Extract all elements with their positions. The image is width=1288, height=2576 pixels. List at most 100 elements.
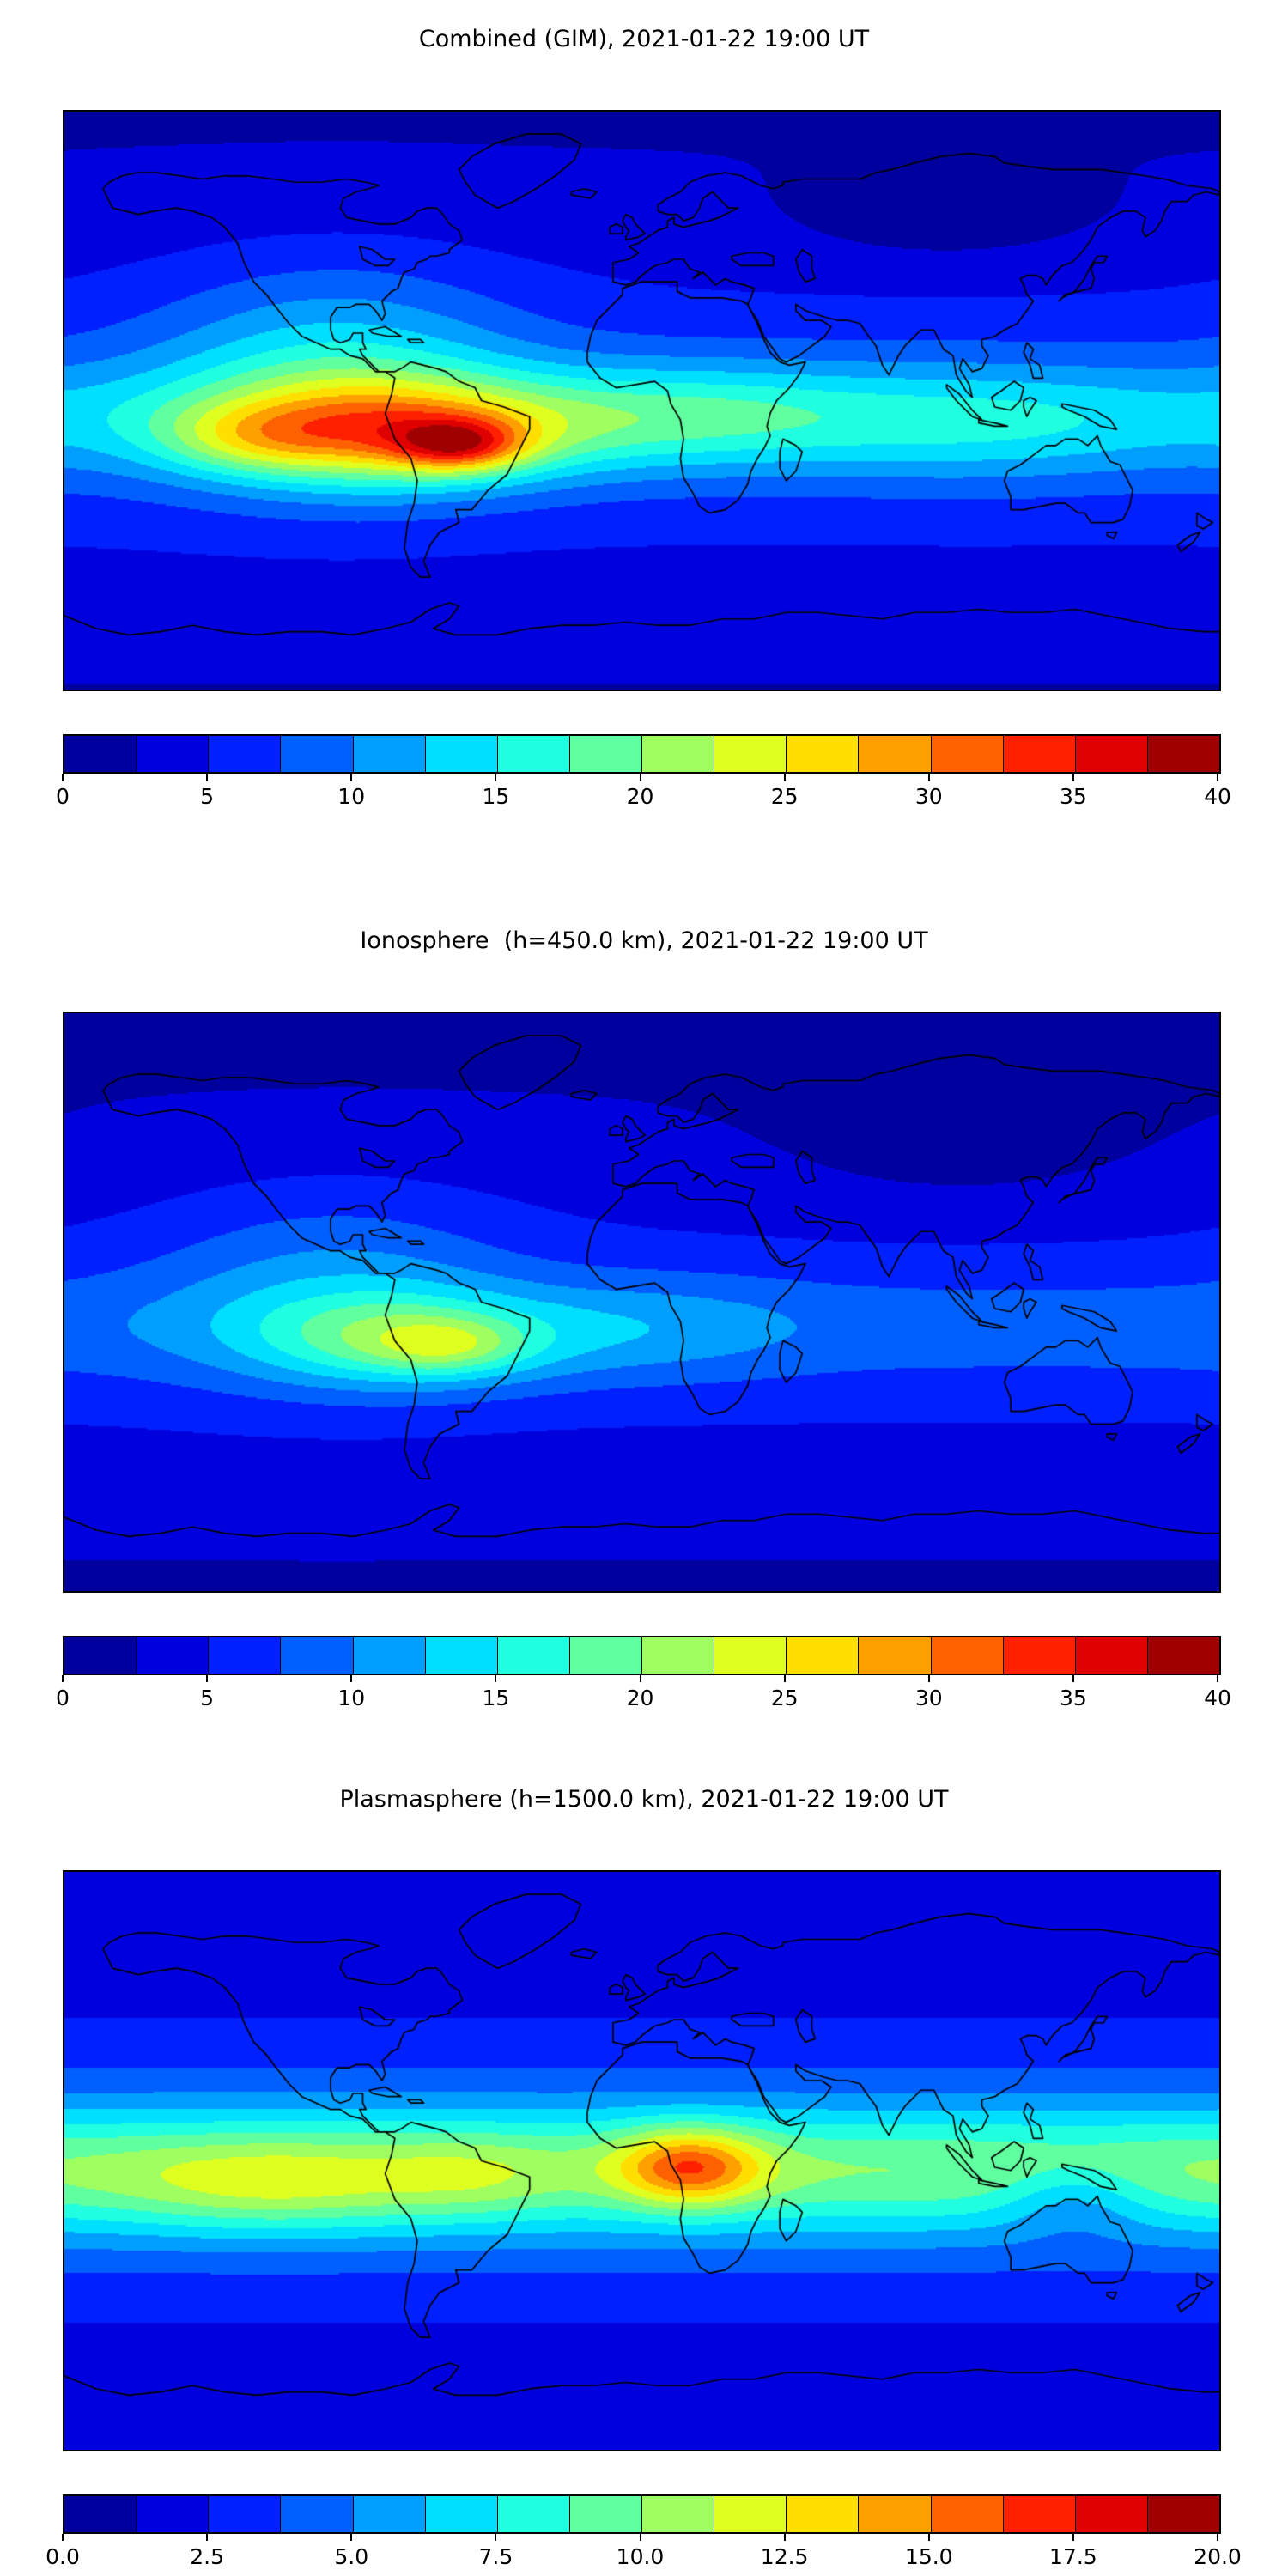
- map-combined-canvas: [64, 112, 1219, 690]
- colorbar-tick-label: 15: [482, 784, 510, 809]
- colorbar-segment: [569, 736, 642, 772]
- colorbar-tick-mark: [1072, 774, 1074, 781]
- colorbar-tick-mark: [1217, 1675, 1218, 1682]
- colorbar-tick-mark: [1217, 2534, 1218, 2541]
- colorbar-segment: [1075, 736, 1148, 772]
- colorbar-segment: [1003, 736, 1076, 772]
- colorbar-segment: [859, 736, 932, 772]
- colorbar-tick-mark: [927, 2534, 930, 2541]
- colorbar-tick-label: 17.5: [1049, 2544, 1097, 2569]
- colorbar-tick-label: 15.0: [904, 2544, 953, 2569]
- colorbar-tick-mark: [1217, 774, 1218, 781]
- colorbar-segment: [569, 2496, 642, 2532]
- colorbar-tick-mark: [783, 1675, 786, 1682]
- colorbar-segment: [787, 1637, 860, 1674]
- colorbar-segment: [137, 736, 210, 772]
- colorbar-tick-label: 12.5: [760, 2544, 809, 2569]
- colorbar-segment: [64, 736, 137, 772]
- colorbar-ionosphere: [63, 1636, 1221, 1675]
- colorbar-segment: [714, 2496, 787, 2532]
- colorbar-tick-mark: [206, 774, 209, 781]
- colorbar-ticks-ionosphere: 0 5 10 15 20 25 30 35 40: [56, 1675, 1231, 1715]
- colorbar-segment: [859, 1637, 932, 1674]
- colorbar-segment: [497, 736, 570, 772]
- panel-ionosphere: Ionosphere (h=450.0 km), 2021-01-22 19:0…: [0, 859, 1288, 1717]
- colorbar-segment: [787, 2496, 860, 2532]
- colorbar-segment: [1003, 1637, 1076, 1674]
- colorbar-tick-label: 25: [770, 1686, 799, 1710]
- colorbar-segment: [859, 2496, 932, 2532]
- colorbar-tick-mark: [206, 2534, 209, 2541]
- colorbar-tick-label: 0: [56, 1686, 70, 1710]
- colorbar-ticks-plasmasphere: 0.0 2.5 5.0 7.5 10.0 12.5 15.0 17.5 20.0: [46, 2534, 1242, 2573]
- colorbar-segment: [1147, 2496, 1219, 2532]
- colorbar-segment: [1147, 736, 1219, 772]
- colorbar-tick-mark: [639, 2534, 641, 2541]
- colorbar-segment: [425, 2496, 498, 2532]
- colorbar-tick-mark: [62, 2534, 64, 2541]
- colorbar-tick-label: 40: [1204, 1686, 1231, 1710]
- panel-title-plasmasphere: Plasmasphere (h=1500.0 km), 2021-01-22 1…: [339, 1786, 949, 1813]
- colorbar-segment: [497, 1637, 570, 1674]
- colorbar-segment: [425, 1637, 498, 1674]
- colorbar-segment: [1003, 2496, 1076, 2532]
- colorbar-tick-label: 5: [200, 784, 215, 809]
- colorbar-segment: [1075, 2496, 1148, 2532]
- colorbar-tick-mark: [206, 1675, 209, 1682]
- colorbar-combined: [63, 734, 1221, 774]
- colorbar-tick-mark: [783, 2534, 786, 2541]
- colorbar-segment: [931, 736, 1004, 772]
- colorbar-segment: [353, 1637, 426, 1674]
- colorbar-tick-mark: [350, 774, 353, 781]
- colorbar-tick-mark: [62, 774, 64, 781]
- colorbar-segment: [642, 1637, 715, 1674]
- colorbar-tick-mark: [495, 774, 497, 781]
- colorbar-segment: [497, 2496, 570, 2532]
- colorbar-tick-label: 25: [770, 784, 799, 809]
- colorbar-tick-mark: [350, 2534, 353, 2541]
- colorbar-segment: [569, 1637, 642, 1674]
- colorbar-tick-label: 10: [337, 784, 366, 809]
- colorbar-tick-label: 20: [626, 1686, 654, 1710]
- colorbar-plasmasphere: [63, 2494, 1221, 2534]
- colorbar-tick-mark: [639, 774, 641, 781]
- colorbar-segment: [714, 1637, 787, 1674]
- map-combined: [63, 110, 1221, 691]
- colorbar-tick-label: 40: [1204, 784, 1231, 809]
- colorbar-segment: [931, 2496, 1004, 2532]
- panel-title-ionosphere: Ionosphere (h=450.0 km), 2021-01-22 19:0…: [360, 927, 928, 954]
- colorbar-ticks-combined: 0 5 10 15 20 25 30 35 40: [56, 774, 1231, 813]
- colorbar-tick-mark: [783, 774, 786, 781]
- colorbar-tick-label: 20.0: [1194, 2544, 1242, 2569]
- colorbar-tick-label: 15: [482, 1686, 510, 1710]
- colorbar-tick-label: 10: [337, 1686, 366, 1710]
- colorbar-segment: [714, 736, 787, 772]
- map-plasmasphere: [63, 1870, 1221, 2451]
- colorbar-segment: [642, 2496, 715, 2532]
- colorbar-segment: [1147, 1637, 1219, 1674]
- colorbar-segment: [425, 736, 498, 772]
- map-ionosphere-canvas: [64, 1013, 1219, 1591]
- colorbar-segment: [787, 736, 860, 772]
- panel-combined: Combined (GIM), 2021-01-22 19:00 UT 0 5 10…: [0, 0, 1288, 859]
- colorbar-segment: [931, 1637, 1004, 1674]
- colorbar-tick-label: 35: [1059, 1686, 1087, 1710]
- colorbar-segment: [137, 1637, 210, 1674]
- panel-plasmasphere: Plasmasphere (h=1500.0 km), 2021-01-22 1…: [0, 1717, 1288, 2576]
- colorbar-tick-label: 35: [1059, 784, 1087, 809]
- panel-title-combined: Combined (GIM), 2021-01-22 19:00 UT: [418, 26, 870, 52]
- colorbar-tick-mark: [62, 1675, 64, 1682]
- colorbar-tick-label: 0: [56, 784, 70, 809]
- colorbar-tick-mark: [927, 1675, 930, 1682]
- colorbar-segment: [642, 736, 715, 772]
- colorbar-segment: [64, 2496, 137, 2532]
- colorbar-segment: [281, 2496, 354, 2532]
- colorbar-tick-label: 5.0: [334, 2544, 369, 2569]
- colorbar-segment: [281, 736, 354, 772]
- colorbar-segment: [353, 736, 426, 772]
- colorbar-tick-mark: [495, 1675, 497, 1682]
- colorbar-segment: [281, 1637, 354, 1674]
- colorbar-tick-label: 30: [914, 784, 943, 809]
- colorbar-segment: [64, 1637, 137, 1674]
